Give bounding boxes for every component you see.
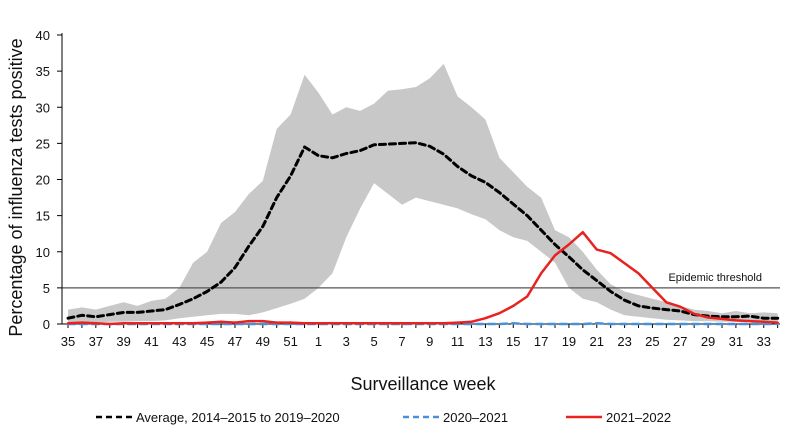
series-line-0 — [66, 141, 780, 320]
legend-label-2: 2021–2022 — [606, 410, 671, 425]
x-tick-label: 35 — [61, 334, 75, 349]
x-tick-label: 45 — [200, 334, 214, 349]
x-tick-label: 25 — [645, 334, 659, 349]
x-tick-label: 9 — [426, 334, 433, 349]
x-tick-label: 11 — [451, 334, 465, 349]
x-tick-label: 17 — [534, 334, 548, 349]
y-tick-label: 15 — [36, 209, 50, 224]
x-tick-label: 31 — [729, 334, 743, 349]
x-tick-label: 49 — [256, 334, 270, 349]
x-tick-label: 39 — [116, 334, 130, 349]
x-tick-label: 7 — [398, 334, 405, 349]
x-tick-label: 13 — [478, 334, 492, 349]
y-tick-label: 20 — [36, 173, 50, 188]
x-axis-title: Surveillance week — [350, 374, 496, 394]
x-tick-label: 15 — [506, 334, 520, 349]
legend: Average, 2014–2015 to 2019–2020 2020–2021… — [96, 410, 671, 425]
historical-range-band-layer — [68, 63, 778, 323]
x-tick-label: 21 — [590, 334, 604, 349]
x-tick-label: 1 — [315, 334, 322, 349]
series-line-2 — [66, 230, 779, 326]
historical-range-band — [68, 63, 778, 323]
legend-label-0: Average, 2014–2015 to 2019–2020 — [136, 410, 340, 425]
x-tick-label: 3 — [343, 334, 350, 349]
series-layer — [66, 141, 780, 326]
epidemic-threshold-label: Epidemic threshold — [668, 272, 762, 284]
x-tick-label: 29 — [701, 334, 715, 349]
x-tick-label: 37 — [89, 334, 103, 349]
y-tick-label: 0 — [43, 317, 50, 332]
y-tick-label: 40 — [36, 28, 50, 43]
threshold-layer: Epidemic threshold — [62, 272, 780, 289]
y-tick-label: 5 — [43, 281, 50, 296]
y-tick-label: 30 — [36, 100, 50, 115]
x-tick-label: 43 — [172, 334, 186, 349]
x-tick-label: 27 — [673, 334, 687, 349]
y-tick-label: 10 — [36, 245, 50, 260]
x-tick-label: 19 — [562, 334, 576, 349]
x-tick-label: 51 — [283, 334, 297, 349]
legend-label-1: 2020–2021 — [443, 410, 508, 425]
y-tick-label: 25 — [36, 136, 50, 151]
x-tick-label: 41 — [144, 334, 158, 349]
x-tick-label: 47 — [228, 334, 242, 349]
x-tick-label: 33 — [757, 334, 771, 349]
y-axis-title: Percentage of influenza tests positive — [6, 38, 26, 336]
x-tick-label: 5 — [371, 334, 378, 349]
y-tick-label: 35 — [36, 64, 50, 79]
x-tick-label: 23 — [617, 334, 631, 349]
